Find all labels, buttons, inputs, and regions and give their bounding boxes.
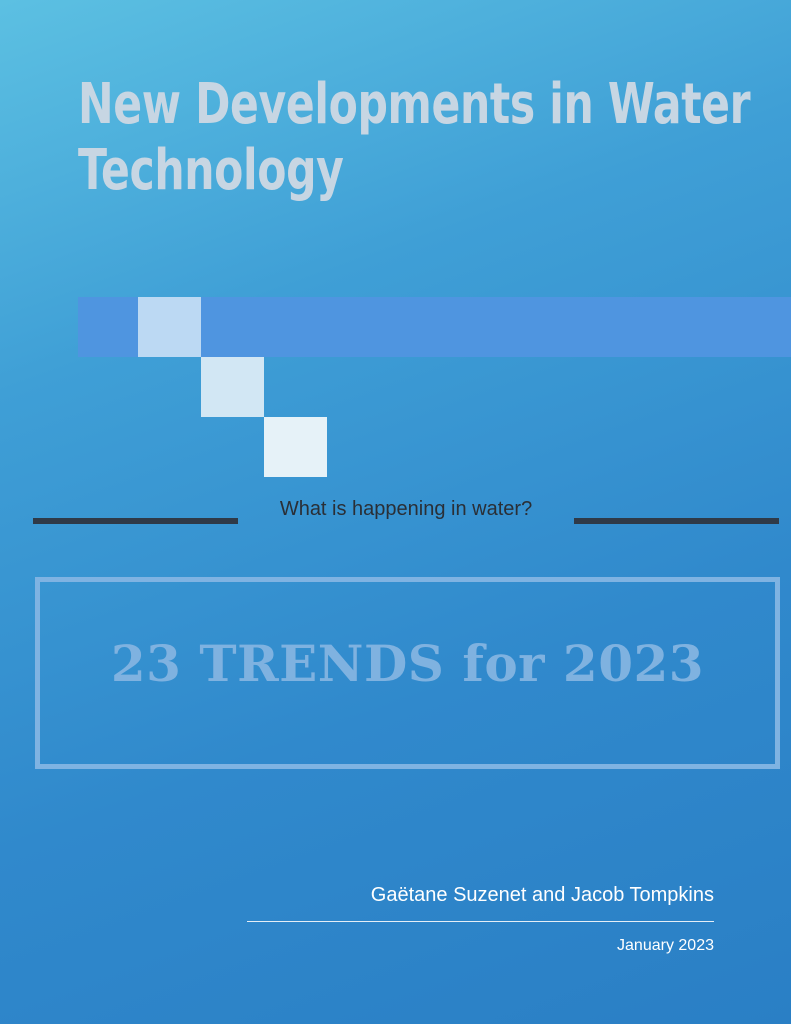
publication-date: January 2023	[617, 937, 714, 954]
page-title-line-2: Technology	[78, 138, 344, 203]
trends-heading: 23 TRENDS for 2023	[110, 634, 705, 693]
page-title-line-1: New Developments in Water	[78, 72, 751, 137]
left-rule	[33, 518, 238, 524]
decorative-square-3	[264, 417, 327, 477]
page-title: New Developments in Water Technology	[78, 72, 751, 204]
divider	[247, 921, 714, 922]
decorative-square-1	[138, 297, 201, 357]
trends-box: 23 TRENDS for 2023	[35, 577, 780, 769]
right-rule	[574, 518, 779, 524]
decorative-square-2	[201, 357, 264, 417]
authors: Gaëtane Suzenet and Jacob Tompkins	[370, 884, 714, 906]
subtitle: What is happening in water?	[279, 498, 533, 520]
